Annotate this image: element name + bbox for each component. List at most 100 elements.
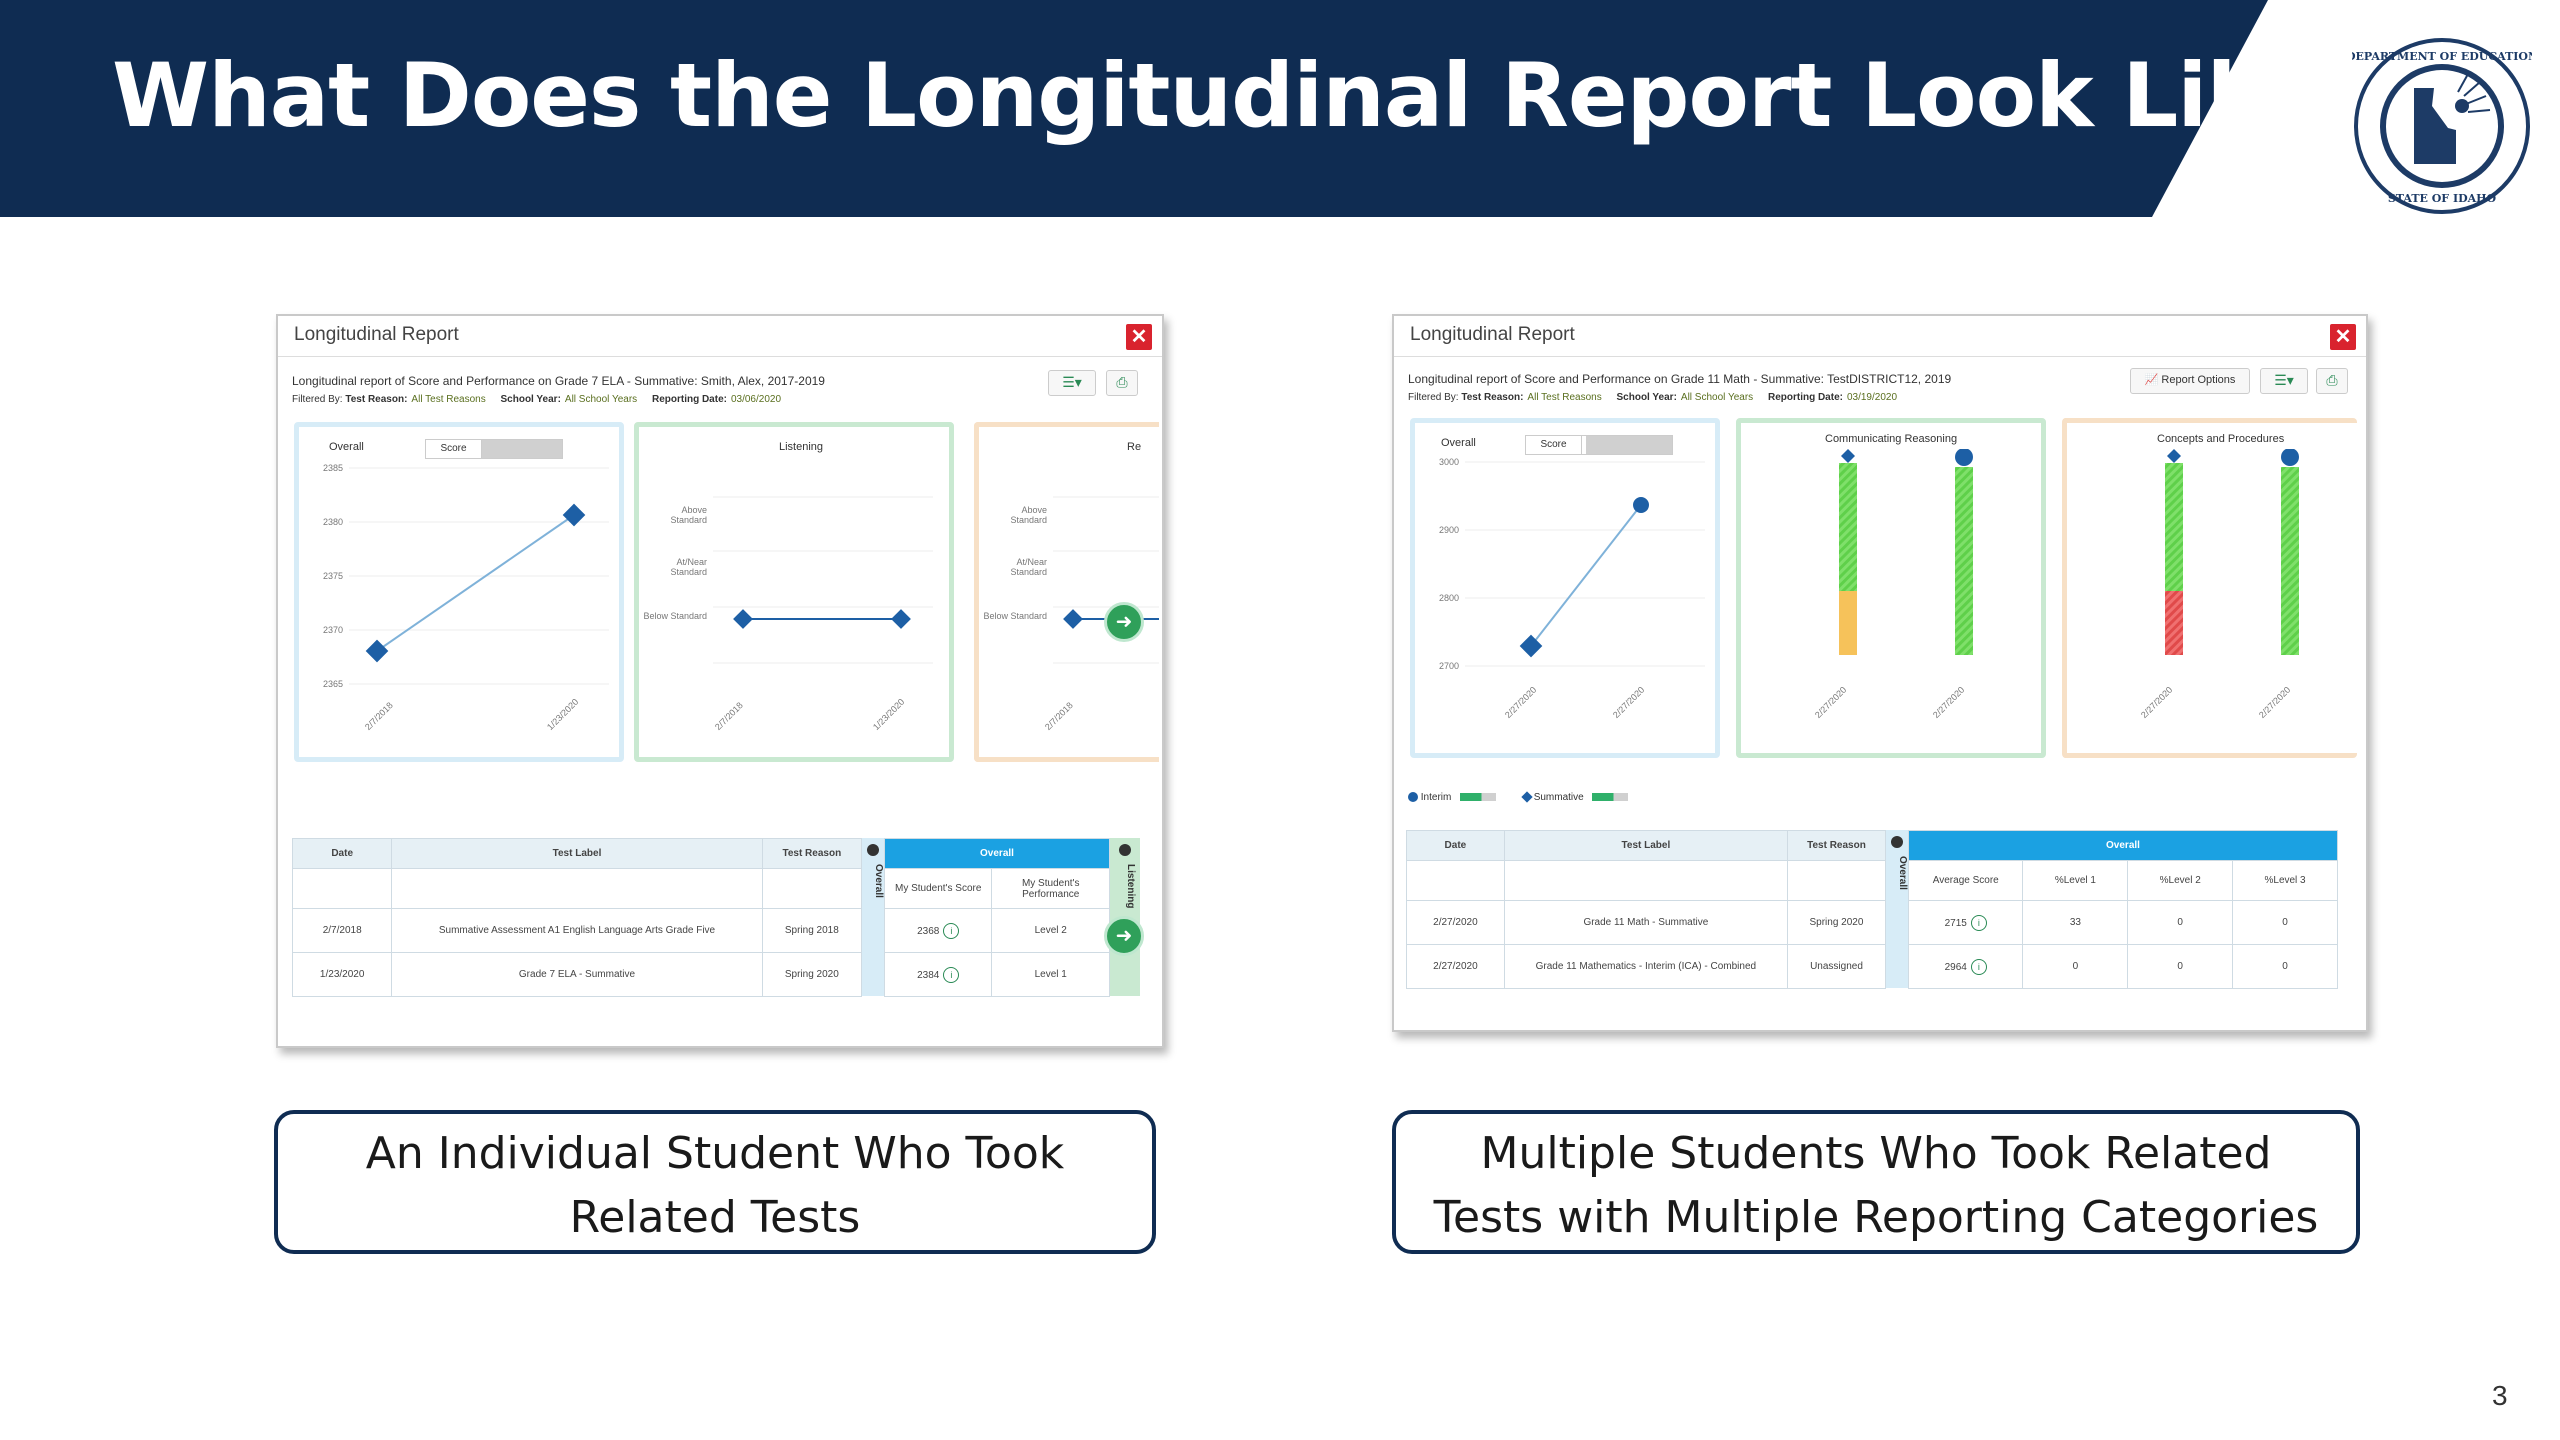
data-point-marker[interactable] — [1063, 609, 1083, 629]
cell-date: 2/27/2020 — [1406, 900, 1505, 945]
table-row: 2368 i Level 2 — [883, 908, 1110, 953]
toggle-score-option[interactable]: Score — [1526, 436, 1582, 454]
left-caption-box: An Individual Student Who Took Related T… — [274, 1110, 1156, 1254]
x-tick: 2/27/2020 — [2139, 684, 2175, 721]
close-icon[interactable]: ✕ — [1126, 324, 1152, 350]
overall-collapse-strip[interactable]: Overall — [1886, 830, 1908, 988]
concepts-bar-chart — [2165, 449, 2299, 655]
cell-level1: 33 — [2022, 900, 2129, 945]
cell-date: 2/7/2018 — [291, 908, 393, 953]
col-date[interactable]: Date — [1406, 830, 1505, 861]
bar-segment[interactable] — [2165, 463, 2183, 591]
info-icon[interactable]: i — [1970, 958, 1987, 975]
school-year-label: School Year: — [1616, 392, 1677, 403]
col-test-reason[interactable]: Test Reason — [1786, 830, 1887, 861]
info-icon[interactable]: i — [943, 922, 960, 939]
cell-date: 1/23/2020 — [291, 952, 393, 997]
listening-panel: Listening Above Standard At/Near Standar… — [634, 422, 954, 762]
bar-segment[interactable] — [1839, 463, 1857, 591]
bar-segment[interactable] — [1955, 467, 1973, 655]
x-tick: 2/27/2020 — [1813, 684, 1849, 721]
collapse-icon[interactable] — [867, 844, 879, 856]
left-window-title: Longitudinal Report — [294, 324, 459, 345]
y-level-below: Below Standard — [643, 611, 707, 621]
listening-line-chart — [713, 496, 933, 664]
info-icon[interactable]: i — [943, 966, 960, 983]
col-date[interactable]: Date — [291, 838, 393, 869]
chart-icon: 📈 — [2144, 374, 2159, 386]
col-average-score[interactable]: Average Score — [1907, 860, 2024, 901]
close-icon[interactable]: ✕ — [2330, 324, 2356, 350]
col-level2[interactable]: %Level 2 — [2127, 860, 2234, 901]
col-test-label[interactable]: Test Label — [391, 838, 763, 869]
slide-title: What Does the Longitudinal Report Look L… — [112, 44, 2371, 147]
toggle-empty-option[interactable] — [482, 440, 562, 458]
cell-level2: 0 — [2127, 900, 2234, 945]
report-options-button[interactable]: 📈 Report Options — [2130, 368, 2250, 394]
data-point-marker[interactable] — [365, 639, 389, 663]
average-value: 2715 — [1944, 917, 1967, 929]
panel-title-listening: Listening — [779, 441, 824, 453]
info-icon[interactable]: i — [1970, 914, 1987, 931]
col-my-performance[interactable]: My Student's Performance — [991, 868, 1110, 909]
chart-legend: Interim Summative — [1408, 791, 1629, 804]
data-point-marker[interactable] — [891, 609, 911, 629]
collapse-icon[interactable] — [1891, 836, 1903, 848]
table-row: 2/7/2018 Summative Assessment A1 English… — [291, 908, 863, 953]
y-tick: 2365 — [322, 679, 343, 689]
x-tick: 2/7/2018 — [363, 700, 395, 733]
panel-title-concepts: Concepts and Procedures — [2157, 433, 2285, 445]
overall-score-panel: Overall Score 2385 2380 2375 2370 2365 2… — [294, 422, 624, 762]
x-tick: 2/27/2020 — [1503, 684, 1539, 721]
bar-segment[interactable] — [2281, 467, 2299, 655]
strip-label-overall: Overall — [1897, 856, 1908, 890]
y-tick: 2375 — [322, 571, 343, 581]
bar-segment[interactable] — [1839, 591, 1857, 655]
print-icon[interactable]: ⎙ — [1106, 370, 1138, 396]
right-results-table: Date Test Label Test Reason 2/27/2020 Gr… — [1406, 830, 1887, 989]
bar-segment[interactable] — [2165, 591, 2183, 655]
idaho-education-seal: DEPARTMENT OF EDUCATION STATE OF IDAHO — [2352, 38, 2532, 214]
toggle-empty-option[interactable] — [1586, 436, 1672, 454]
x-tick: 2/7/2018 — [1043, 700, 1075, 733]
toggle-score-option[interactable]: Score — [426, 440, 482, 458]
cell-level2: 0 — [2127, 944, 2234, 989]
score-value: 2368 — [917, 925, 940, 937]
col-test-label[interactable]: Test Label — [1503, 830, 1788, 861]
school-year-label: School Year: — [500, 394, 561, 405]
test-reason-value: All Test Reasons — [411, 394, 486, 405]
next-arrow-icon[interactable]: ➜ — [1104, 602, 1144, 642]
print-icon[interactable]: ⎙ — [2316, 368, 2348, 394]
x-tick: 2/27/2020 — [1931, 684, 1967, 721]
right-filter-line: Filtered By: Test Reason: All Test Reason… — [1408, 392, 1909, 403]
collapse-icon[interactable] — [1119, 844, 1131, 856]
menu-dropdown-button[interactable]: ☰▾ — [2260, 368, 2308, 394]
data-point-marker[interactable] — [562, 503, 586, 527]
summative-marker-icon — [1521, 791, 1533, 804]
average-value: 2964 — [1944, 961, 1967, 973]
y-tick: 2370 — [322, 625, 343, 635]
col-my-score[interactable]: My Student's Score — [883, 868, 993, 909]
left-overall-table: Overall My Student's Score My Student's … — [883, 838, 1110, 997]
col-level3[interactable]: %Level 3 — [2232, 860, 2338, 901]
score-toggle[interactable]: Score — [425, 439, 563, 459]
legend-interim: Interim — [1420, 792, 1452, 803]
right-caption-box: Multiple Students Who Took Related Tests… — [1392, 1110, 2360, 1254]
left-filter-line: Filtered By: Test Reason: All Test Reason… — [292, 394, 793, 405]
overall-collapse-strip[interactable]: Overall — [862, 838, 884, 996]
school-year-value: All School Years — [564, 394, 638, 405]
col-test-reason[interactable]: Test Reason — [761, 838, 863, 869]
data-point-marker[interactable] — [1519, 634, 1543, 658]
y-tick: 2900 — [1438, 525, 1459, 535]
slide-number: 3 — [2492, 1380, 2508, 1411]
col-level1[interactable]: %Level 1 — [2022, 860, 2129, 901]
right-window-title: Longitudinal Report — [1410, 324, 1575, 345]
score-toggle[interactable]: Score — [1525, 435, 1673, 455]
y-level-near: At/Near Standard — [670, 557, 707, 577]
x-tick: 2/27/2020 — [1611, 684, 1647, 721]
table-next-arrow-icon[interactable]: ➜ — [1104, 916, 1144, 956]
data-point-marker[interactable] — [1633, 497, 1649, 513]
data-point-marker[interactable] — [733, 609, 753, 629]
menu-dropdown-button[interactable]: ☰▾ — [1048, 370, 1096, 396]
report-options-label: Report Options — [2161, 374, 2236, 386]
